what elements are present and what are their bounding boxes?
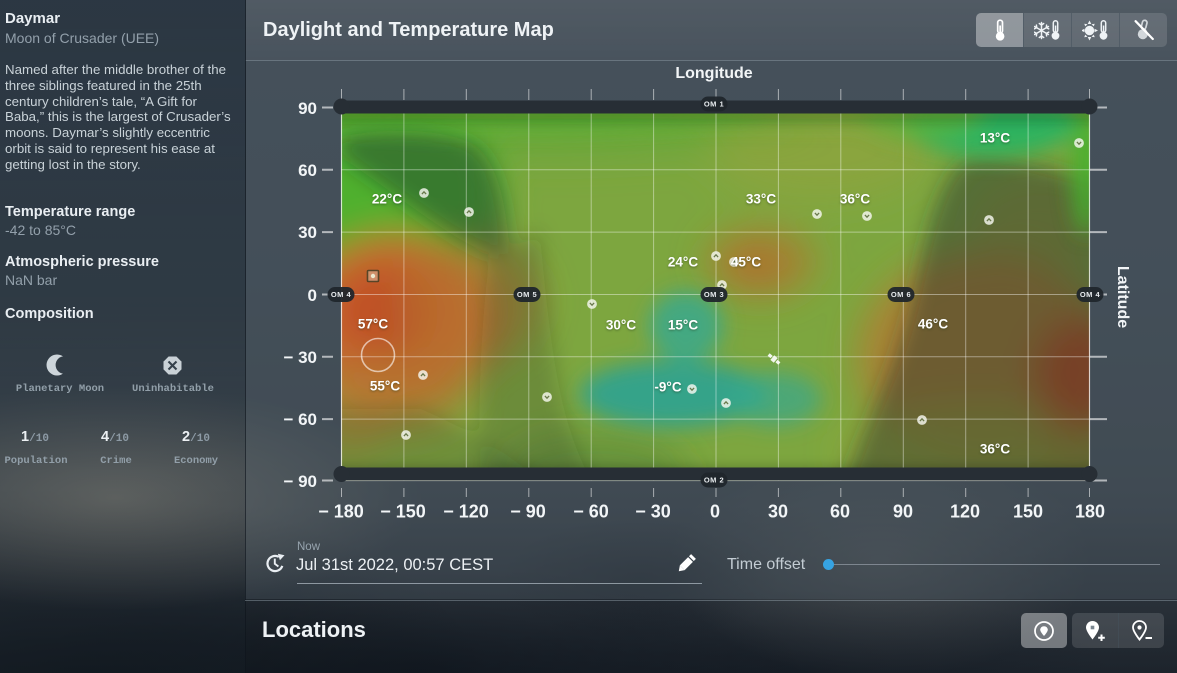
svg-text:OM 4: OM 4 bbox=[331, 290, 352, 299]
svg-text:OM 4: OM 4 bbox=[1080, 290, 1101, 299]
svg-text:OM 2: OM 2 bbox=[704, 476, 724, 485]
svg-text:OM 1: OM 1 bbox=[704, 100, 724, 109]
svg-text:OM 3: OM 3 bbox=[704, 290, 724, 299]
svg-text:OM 5: OM 5 bbox=[517, 290, 537, 299]
svg-text:OM 6: OM 6 bbox=[891, 290, 911, 299]
